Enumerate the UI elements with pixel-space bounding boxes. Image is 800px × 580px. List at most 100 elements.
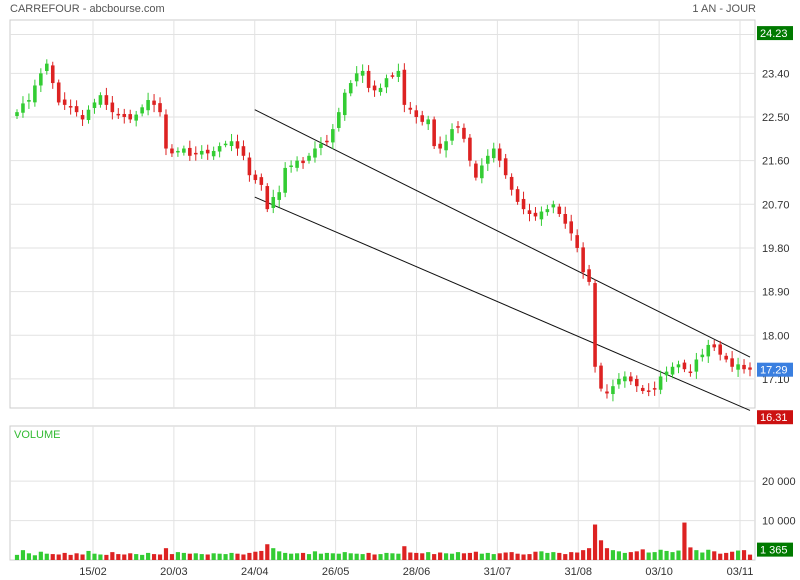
candle-body xyxy=(736,364,740,370)
volume-bar xyxy=(545,552,550,560)
candle-body xyxy=(402,69,407,105)
candle-body xyxy=(629,376,633,382)
volume-bar xyxy=(384,552,389,560)
volume-bar xyxy=(652,552,657,560)
volume-bar xyxy=(134,554,139,560)
candle-body xyxy=(557,206,562,214)
candle-body xyxy=(27,100,31,102)
volume-bar xyxy=(74,553,79,560)
candle-body xyxy=(235,141,240,149)
candle-body xyxy=(426,119,430,125)
volume-bar xyxy=(432,554,437,560)
x-tick-label: 03/11 xyxy=(727,566,754,578)
candle-body xyxy=(575,235,579,248)
volume-bar xyxy=(706,549,711,560)
x-tick-label: 28/06 xyxy=(403,566,431,578)
volume-bar xyxy=(187,553,192,560)
candle-body xyxy=(521,198,526,210)
volume-bar xyxy=(265,544,270,560)
candle-body xyxy=(688,371,693,374)
candle-body xyxy=(730,358,734,367)
candle-body xyxy=(408,107,413,110)
candle-body xyxy=(56,82,61,103)
volume-bar xyxy=(181,552,186,560)
candle-body xyxy=(313,148,317,158)
volume-bar xyxy=(378,554,383,560)
volume-bar xyxy=(438,552,443,560)
candle-body xyxy=(480,165,484,179)
volume-bar xyxy=(658,549,663,560)
volume-bar xyxy=(557,552,562,560)
volume-bar xyxy=(741,550,747,560)
volume-bar xyxy=(527,554,532,560)
high-price-badge-text: 24.23 xyxy=(760,28,788,40)
high-price-badge-bg xyxy=(757,26,793,41)
volume-bar xyxy=(205,554,210,560)
candle-body xyxy=(539,211,544,220)
candle-body xyxy=(676,364,681,368)
y-tick-label: 18.00 xyxy=(762,330,790,342)
volume-bar xyxy=(724,552,729,560)
volume-bar xyxy=(20,550,26,560)
candle-body xyxy=(50,65,55,84)
candle-body xyxy=(372,85,377,91)
volume-bar xyxy=(628,552,633,560)
candle-body xyxy=(742,364,746,370)
volume-bar xyxy=(217,553,222,560)
candle-body xyxy=(706,344,711,357)
volume-panel-label: VOLUME xyxy=(14,429,60,441)
candle-body xyxy=(295,160,299,168)
candle-body xyxy=(86,109,91,121)
candle-body xyxy=(658,376,663,390)
volume-bar xyxy=(622,552,627,560)
volume-bar xyxy=(581,550,586,560)
last-price-badge: 17.29 xyxy=(757,362,793,377)
volume-bar xyxy=(396,553,401,560)
candle-body xyxy=(33,85,37,103)
volume-bar xyxy=(587,548,592,560)
volume-bar xyxy=(50,554,55,560)
candle-body xyxy=(378,87,383,93)
volume-bar xyxy=(259,550,264,560)
candle-body xyxy=(62,99,67,105)
candle-body xyxy=(474,163,478,178)
volume-bar xyxy=(318,553,324,560)
volume-bar xyxy=(312,551,318,560)
candle-body xyxy=(533,212,538,217)
volume-bar xyxy=(295,553,300,560)
y-tick-label: 20.70 xyxy=(762,199,790,211)
candle-body xyxy=(68,106,73,108)
candle-body xyxy=(497,148,502,161)
candle-body xyxy=(92,102,97,108)
candle-body xyxy=(110,102,115,113)
candle-body xyxy=(134,114,138,121)
candle-body xyxy=(319,143,323,148)
volume-bar xyxy=(211,553,216,560)
volume-bar xyxy=(169,554,175,560)
volume-bar xyxy=(241,554,246,560)
candle-body xyxy=(241,146,246,156)
candle-body xyxy=(283,167,287,193)
volume-bar xyxy=(56,554,61,560)
candle-body xyxy=(640,387,645,392)
volume-bar xyxy=(449,553,455,560)
volume-bar xyxy=(14,554,20,560)
high-price-badge: 24.23 xyxy=(757,26,793,41)
volume-badge-text: 1 365 xyxy=(760,545,788,557)
volume-bar xyxy=(676,550,681,560)
volume-bar xyxy=(330,553,335,560)
candle-body xyxy=(438,143,442,149)
x-tick-label: 20/03 xyxy=(160,566,188,578)
candle-body xyxy=(545,209,550,213)
volume-bar xyxy=(461,553,467,560)
candle-body xyxy=(634,378,639,387)
candle-body xyxy=(122,113,127,117)
candle-body xyxy=(331,129,335,143)
candle-body xyxy=(491,148,496,159)
volume-bar xyxy=(151,554,157,560)
grid-lines xyxy=(9,19,756,561)
candlesticks xyxy=(15,59,752,402)
candle-body xyxy=(646,390,651,392)
candle-body xyxy=(307,155,311,161)
